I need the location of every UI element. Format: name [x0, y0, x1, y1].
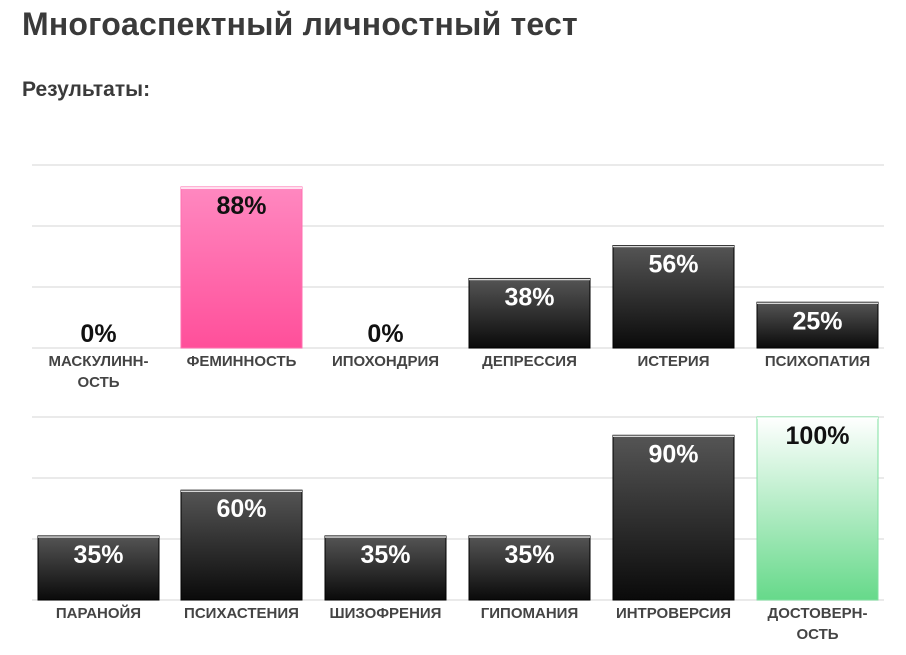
bar-феминность	[180, 186, 303, 349]
value-label: 100%	[786, 422, 850, 450]
value-label: 0%	[367, 320, 403, 348]
value-label: 38%	[504, 283, 554, 311]
bar-паранойя	[37, 535, 160, 601]
category-label: ПАРАНОЙЯ	[56, 604, 141, 622]
category-label: МАСКУЛИНН-	[48, 353, 148, 370]
value-label: 35%	[504, 541, 554, 569]
results-heading: Результаты:	[22, 78, 151, 101]
category-label: ШИЗОФРЕНИЯ	[330, 605, 442, 622]
category-label: ИПОХОНДРИЯ	[332, 353, 439, 370]
bar-достоверн-ость	[756, 416, 879, 601]
bar-психастения	[180, 489, 303, 601]
category-label: ОСТЬ	[796, 626, 838, 643]
bar-депрессия	[468, 277, 591, 349]
chart-1-gridlines	[32, 164, 884, 349]
bar-гипомания	[468, 535, 591, 601]
value-label: 35%	[360, 541, 410, 569]
category-label: ГИПОМАНИЯ	[481, 605, 578, 622]
value-label: 88%	[216, 192, 266, 220]
bar-психопатия	[756, 301, 879, 349]
value-label: 56%	[648, 251, 698, 279]
category-label: ПСИХАСТЕНИЯ	[184, 605, 299, 622]
category-label: ДЕПРЕССИЯ	[482, 353, 577, 370]
chart-2-gridlines	[32, 416, 884, 601]
category-label: ДОСТОВЕРН-	[768, 605, 868, 622]
page-title: Многоаспектный личностный тест	[22, 6, 578, 42]
category-label: ФЕМИННОСТЬ	[187, 353, 297, 370]
value-label: 0%	[80, 320, 116, 348]
value-label: 35%	[73, 541, 123, 569]
value-label: 25%	[792, 307, 842, 335]
value-label: 90%	[648, 440, 698, 468]
category-label: ИНТРОВЕРСИЯ	[616, 605, 731, 622]
bar-интроверсия	[612, 434, 735, 601]
category-label: ПСИХОПАТИЯ	[765, 353, 870, 370]
bar-истерия	[612, 245, 735, 349]
category-label: ОСТЬ	[77, 374, 119, 391]
category-label: ИСТЕРИЯ	[638, 353, 710, 370]
value-label: 60%	[216, 495, 266, 523]
bar-шизофрения	[324, 535, 447, 601]
